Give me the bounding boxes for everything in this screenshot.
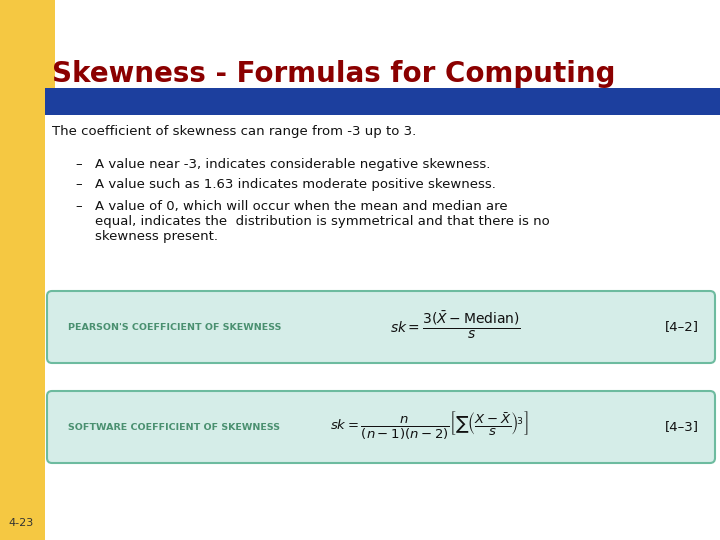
FancyBboxPatch shape: [0, 0, 55, 90]
Text: $sk = \dfrac{3(\bar{X} - \mathrm{Median})}{s}$: $sk = \dfrac{3(\bar{X} - \mathrm{Median}…: [390, 309, 521, 341]
Text: 4-23: 4-23: [8, 518, 33, 528]
Text: A value near -3, indicates considerable negative skewness.: A value near -3, indicates considerable …: [95, 158, 490, 171]
FancyBboxPatch shape: [45, 88, 720, 115]
Text: –: –: [75, 158, 81, 171]
Text: –: –: [75, 200, 81, 213]
FancyBboxPatch shape: [0, 90, 45, 540]
Text: equal, indicates the  distribution is symmetrical and that there is no: equal, indicates the distribution is sym…: [95, 215, 550, 228]
FancyBboxPatch shape: [47, 291, 715, 363]
Text: A value such as 1.63 indicates moderate positive skewness.: A value such as 1.63 indicates moderate …: [95, 178, 496, 191]
Text: PEARSON'S COEFFICIENT OF SKEWNESS: PEARSON'S COEFFICIENT OF SKEWNESS: [68, 322, 282, 332]
FancyBboxPatch shape: [0, 0, 45, 540]
Text: Skewness - Formulas for Computing: Skewness - Formulas for Computing: [52, 60, 616, 88]
Text: $sk = \dfrac{n}{(n-1)(n-2)}\left[\sum\left(\dfrac{X - \bar{X}}{s}\right)^{\!3}\r: $sk = \dfrac{n}{(n-1)(n-2)}\left[\sum\le…: [330, 409, 528, 441]
Text: skewness present.: skewness present.: [95, 230, 218, 243]
Text: [4–2]: [4–2]: [665, 321, 699, 334]
Text: SOFTWARE COEFFICIENT OF SKEWNESS: SOFTWARE COEFFICIENT OF SKEWNESS: [68, 422, 280, 431]
Text: –: –: [75, 178, 81, 191]
Text: A value of 0, which will occur when the mean and median are: A value of 0, which will occur when the …: [95, 200, 508, 213]
FancyBboxPatch shape: [47, 391, 715, 463]
Text: [4–3]: [4–3]: [665, 421, 699, 434]
Text: The coefficient of skewness can range from -3 up to 3.: The coefficient of skewness can range fr…: [52, 125, 416, 138]
